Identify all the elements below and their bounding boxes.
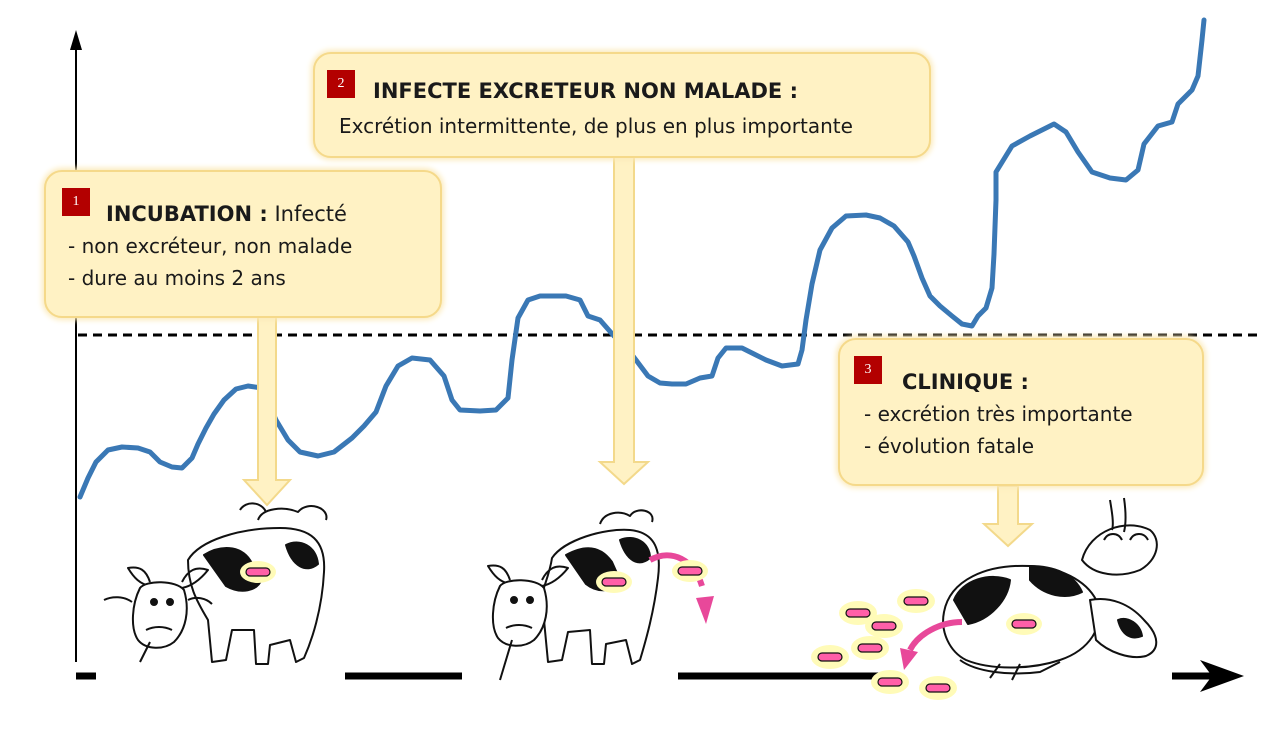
standing-cow-icon [103, 502, 328, 665]
stage-1-title: INCUBATION : Infecté [106, 202, 347, 226]
bacterium-icon [865, 614, 903, 638]
x-axis [76, 660, 1244, 692]
x-axis-arrowhead [1200, 660, 1244, 692]
bacterium-icon [919, 676, 957, 700]
stage-2-title: INFECTE EXCRETEUR NON MALADE : [373, 79, 798, 103]
stage-3-badge: 3 [854, 356, 882, 384]
excretion-arrowhead [900, 648, 918, 670]
stage-1-line: - non excréteur, non malade [68, 234, 353, 258]
y-axis [70, 30, 82, 662]
bacteria-cluster [811, 589, 963, 700]
stage-2-badge: 2 [327, 70, 355, 98]
stage-3-title: CLINIQUE : [902, 370, 1029, 394]
stage-3-box: 3 CLINIQUE : - excrétion très importante… [838, 338, 1204, 486]
stage-2-pointer-arrow [597, 155, 651, 486]
stage-1-pointer-arrow [241, 314, 293, 507]
bacterium-icon [839, 601, 877, 625]
stage-1-line: - dure au moins 2 ans [68, 266, 286, 290]
stage-1-box: 1 INCUBATION : Infecté - non excréteur, … [44, 170, 442, 318]
excreting-cow-icon [487, 509, 714, 681]
stage-3-line: - excrétion très importante [864, 402, 1133, 426]
stage-1-title-rest: Infecté [267, 202, 347, 226]
bacterium-icon [811, 645, 849, 669]
excretion-curve [77, 17, 1207, 500]
bacterium-icon [871, 670, 909, 694]
stage-3-line: - évolution fatale [864, 434, 1035, 458]
stage-3-pointer-arrow [981, 485, 1035, 548]
stage-2-line: Excrétion intermittente, de plus en plus… [339, 114, 853, 138]
lying-cow-icon [942, 497, 1158, 681]
stage-1-badge: 1 [62, 188, 90, 216]
stage-2-box: 2 INFECTE EXCRETEUR NON MALADE : Excréti… [313, 52, 931, 158]
excretion-arrow [907, 619, 963, 652]
bacterium-icon [897, 589, 935, 613]
bacterium-icon [851, 636, 889, 660]
